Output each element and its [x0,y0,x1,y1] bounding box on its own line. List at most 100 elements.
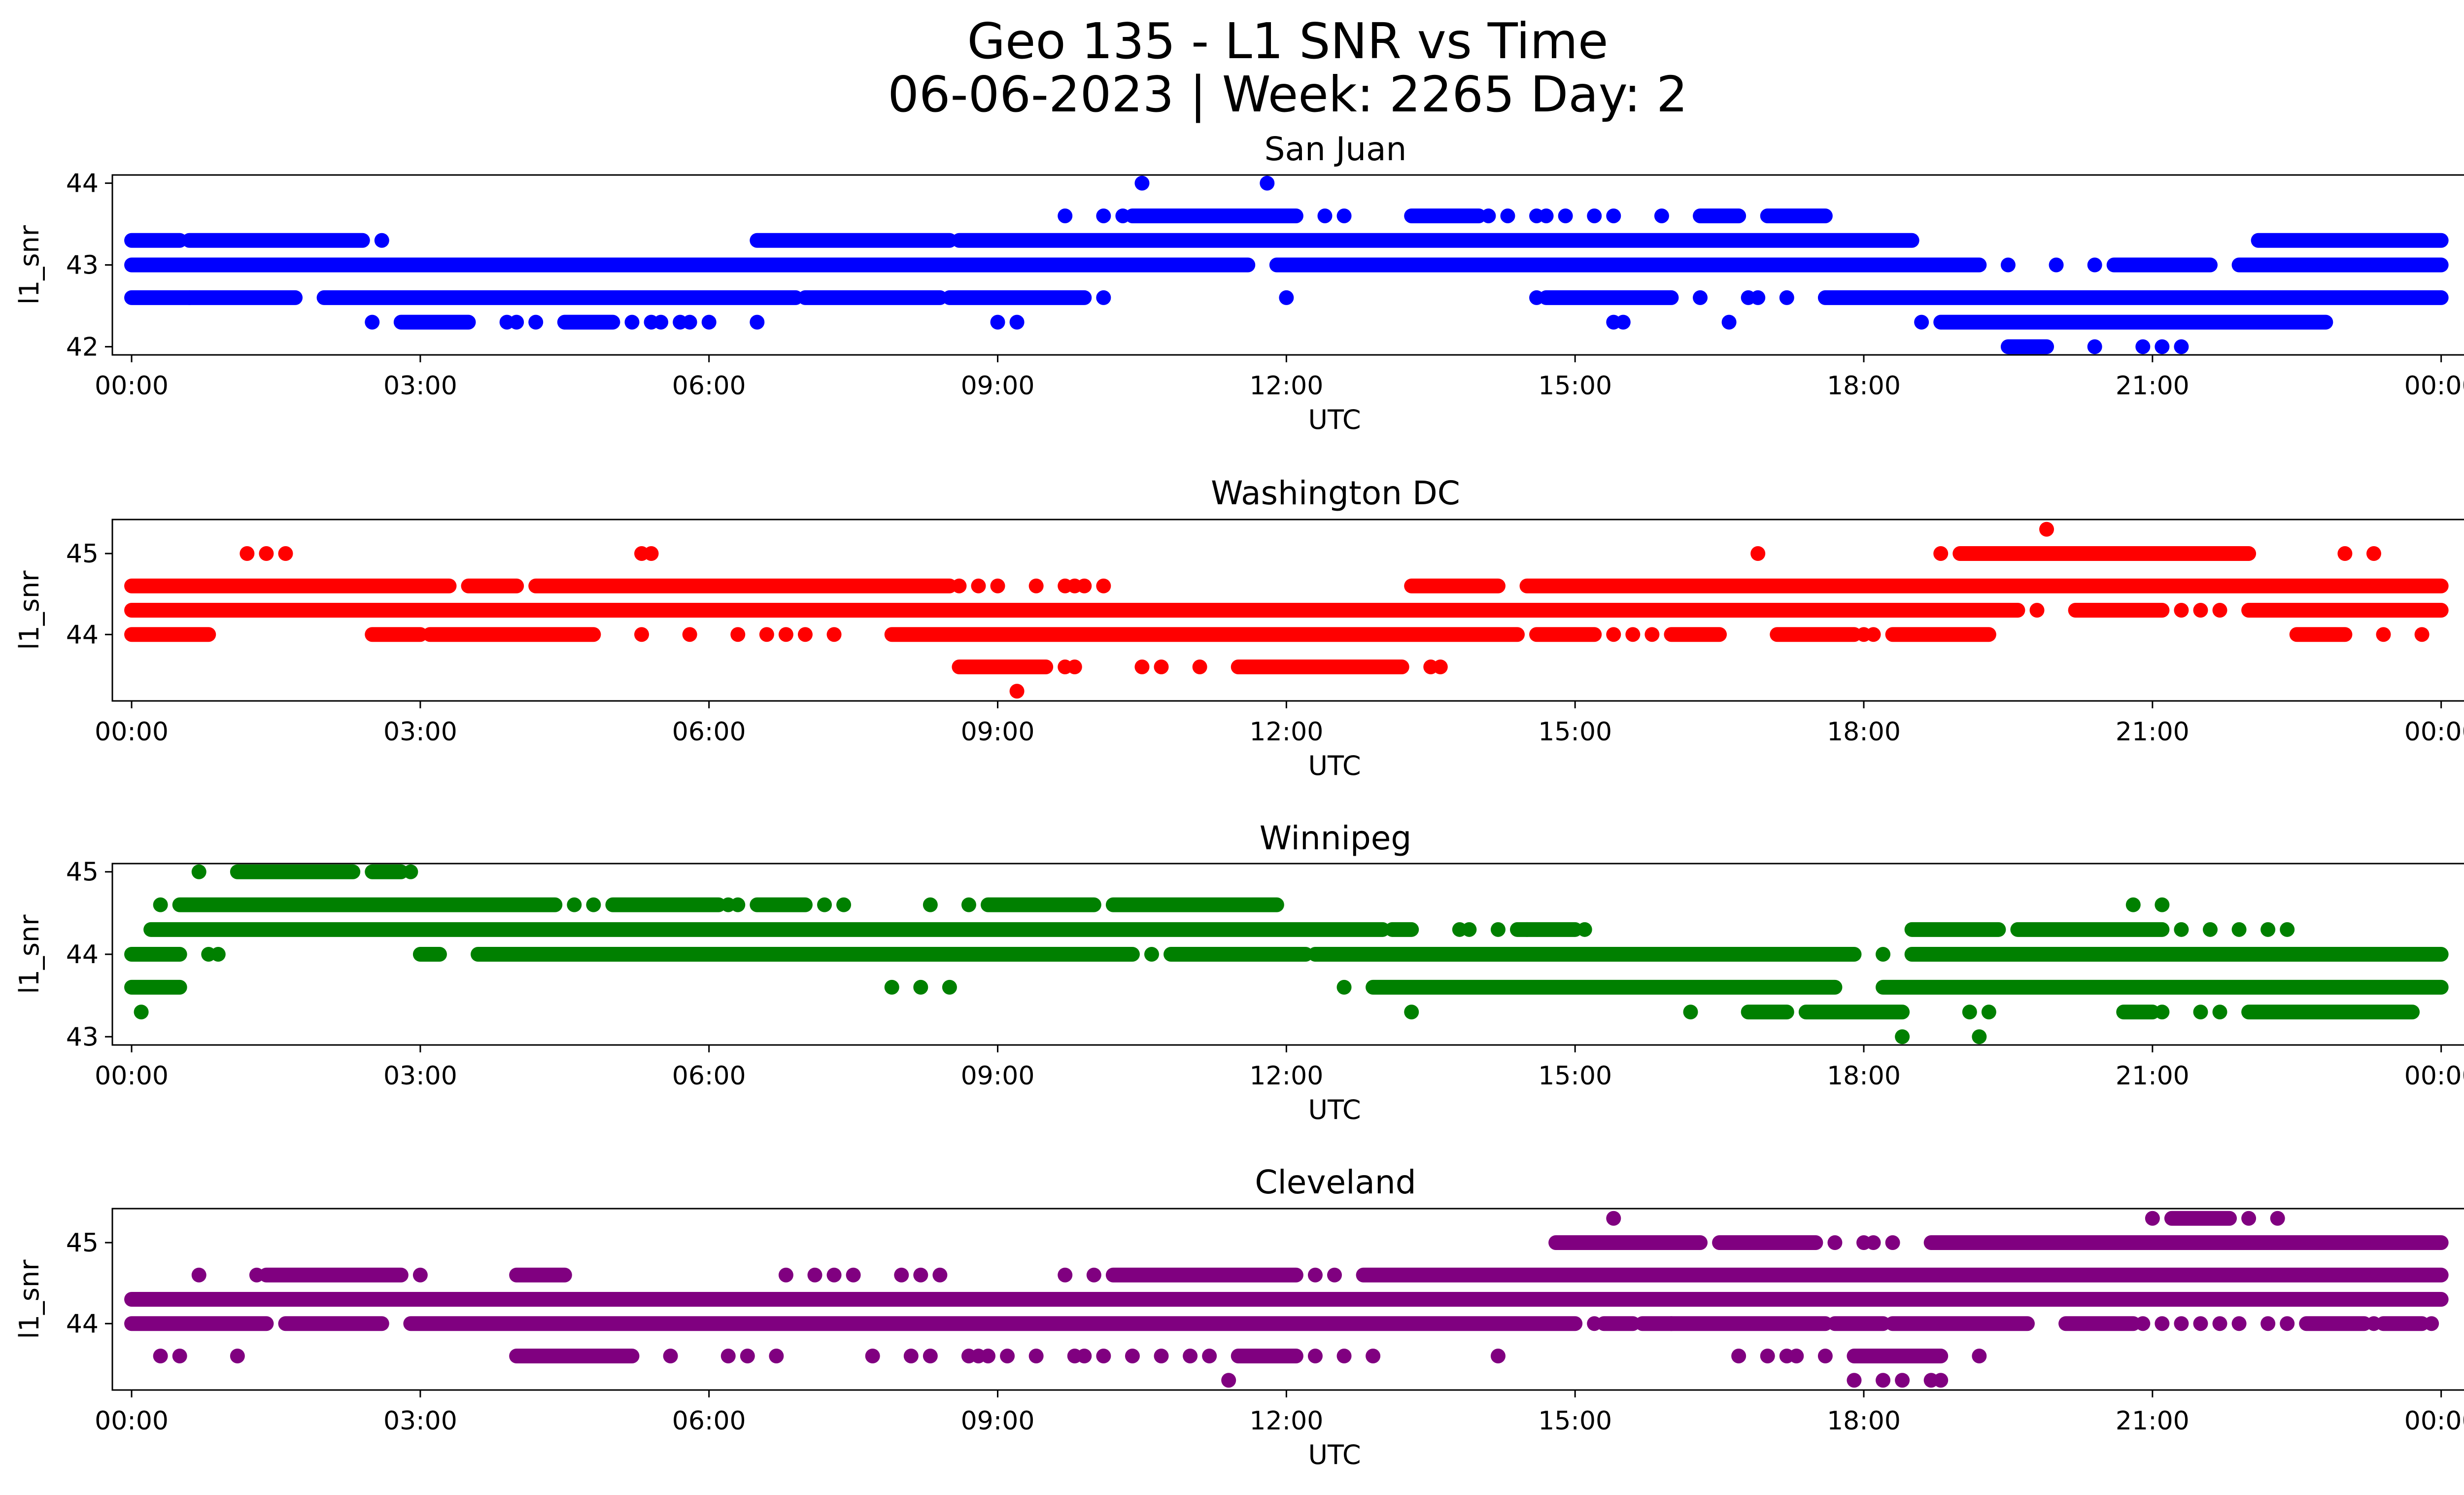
data-point [1134,175,1150,191]
data-point [903,1349,919,1363]
data-point [278,546,293,561]
data-point [682,627,697,642]
data-point [153,897,168,912]
series-washington-dc [124,522,2449,699]
data-point [1577,922,1592,937]
axes-frame [111,519,2464,702]
data-point [1750,546,1766,561]
y-tick-label: 44 [66,620,99,650]
x-tick-label: 15:00 [1538,1406,1612,1436]
x-tick-label: 12:00 [1249,1406,1323,1436]
data-point [1827,1235,1843,1250]
data-point [259,546,274,561]
x-tick-label: 03:00 [383,1061,457,1091]
data-point [1077,578,1092,593]
x-tick-label: 09:00 [961,717,1035,747]
x-tick-label: 03:00 [383,717,457,747]
data-point [172,1349,187,1363]
data-point [2087,257,2102,273]
x-tick-label: 18:00 [1827,371,1901,401]
x-tick-label: 06:00 [672,1406,746,1436]
data-point [750,314,765,330]
data-point [2135,339,2151,354]
data-point [1519,922,1535,937]
data-point [807,1267,822,1283]
x-tick-label: 00:00 [95,1406,169,1436]
data-point [1654,208,1669,223]
data-point [2231,922,2247,937]
data-point [1134,660,1150,674]
data-point [1279,290,1294,305]
data-point [1096,1349,1111,1363]
subplot-san-juan: 00:00 03:00 06:00 09:00 12:00 15:00 18:00 21:00… [14,169,2464,435]
data-point [759,627,774,642]
x-axis-label: UTC [1308,1439,1361,1470]
data-point [1307,1267,1323,1283]
data-point [1154,660,1169,674]
data-point [2174,603,2189,618]
data-point [153,1349,168,1363]
subplot-cleveland: 00:00 03:00 06:00 09:00 12:00 15:00 18:00 21:00… [14,1208,2464,1470]
data-point [2280,1316,2295,1331]
y-tick-label: 43 [66,251,99,280]
data-point [2260,922,2276,937]
data-point [1615,314,1631,330]
data-point [826,627,842,642]
x-tick-label: 06:00 [672,371,746,401]
data-point [1500,208,1515,223]
x-tick-label: 00:00 [2404,1406,2464,1436]
data-point [1260,175,1275,191]
data-point [1914,314,1929,330]
data-point [2174,1316,2189,1331]
data-point [2212,1005,2227,1020]
data-point [2260,1316,2276,1331]
data-point [1221,1373,1236,1388]
data-point [586,897,601,912]
data-point [2174,339,2189,354]
data-point [1693,290,1708,305]
data-point [1000,1349,1015,1363]
x-tick-label: 21:00 [2116,371,2190,401]
data-point [2241,1211,2257,1226]
x-tick-label: 12:00 [1249,717,1323,747]
y-tick-label: 45 [66,858,99,887]
x-tick-label: 09:00 [961,1061,1035,1091]
series-winnipeg [124,864,2449,1044]
x-tick-label: 06:00 [672,1061,746,1091]
x-tick-label: 12:00 [1249,1061,1323,1091]
data-point [567,897,582,912]
data-point [1876,947,1891,962]
x-tick-label: 21:00 [2116,1061,2190,1091]
data-point [990,578,1005,593]
data-point [826,1267,842,1283]
data-point [942,979,957,995]
y-tick-label: 44 [66,940,99,970]
y-tick-label: 45 [66,539,99,569]
data-point [865,1349,880,1363]
subplot-winnipeg: 00:00 03:00 06:00 09:00 12:00 15:00 18:00 21:00… [14,858,2464,1125]
y-tick-label: 45 [66,1228,99,1258]
data-point [2039,522,2054,537]
data-point [1077,1349,1092,1363]
data-point [1866,1235,1881,1250]
x-axis-label: UTC [1308,404,1361,435]
subplot-title-washington-dc: Washington DC [1211,474,1460,512]
data-point [923,897,938,912]
data-point [913,1267,928,1283]
data-point [894,1267,909,1283]
data-point [1750,290,1766,305]
data-point [1115,208,1130,223]
data-point [1606,1211,1621,1226]
data-point [2280,922,2295,937]
data-point [2155,1005,2170,1020]
data-point [1606,627,1621,642]
data-point [1731,1349,1746,1363]
x-tick-label: 00:00 [2404,1061,2464,1091]
subplot-title-cleveland: Cleveland [1255,1163,1416,1201]
data-point [1067,660,1082,674]
data-point [1028,578,1044,593]
data-point [797,627,813,642]
data-point [1009,684,1025,699]
y-axis-label: l1_snr [14,1259,45,1339]
data-point [2155,339,2170,354]
